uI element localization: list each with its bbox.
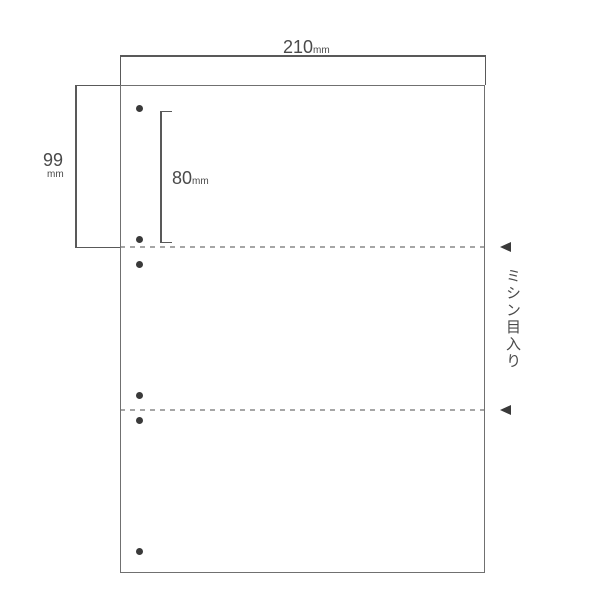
dimension-width-value: 210	[283, 37, 313, 57]
dimension-pitch-label: 80mm	[172, 168, 209, 189]
punch-hole-5	[136, 417, 143, 424]
dimension-section-unit: mm	[47, 169, 64, 180]
punch-hole-1	[136, 105, 143, 112]
punch-hole-4	[136, 392, 143, 399]
arrow-perf-2	[500, 405, 511, 415]
dimension-section-value: 99	[43, 150, 63, 171]
perforation-label-text: ミシン目入り	[504, 268, 521, 370]
arrow-perf-1	[500, 242, 511, 252]
punch-hole-6	[136, 548, 143, 555]
perforation-label: ミシン目入り	[502, 268, 523, 370]
dimension-pitch-unit: mm	[192, 176, 209, 187]
diagram-stage: 210mm 99mm 80mm ミシン目入り	[0, 0, 600, 600]
dimension-pitch-value: 80	[172, 168, 192, 188]
dimension-width-label: 210mm	[283, 37, 330, 58]
dimension-width-unit: mm	[313, 45, 330, 56]
punch-hole-3	[136, 261, 143, 268]
punch-hole-2	[136, 236, 143, 243]
